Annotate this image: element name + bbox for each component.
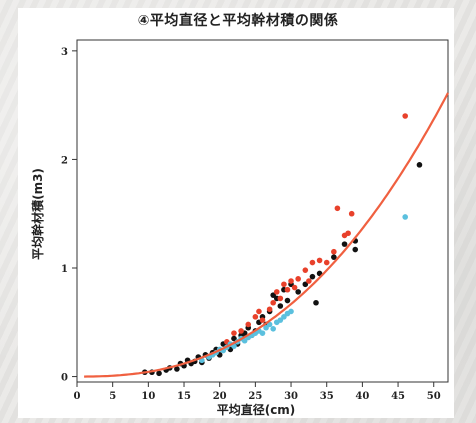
data-point: [316, 257, 323, 264]
data-point: [259, 317, 266, 323]
data-point: [284, 297, 291, 304]
data-point: [416, 162, 423, 168]
x-tick-label: 5: [109, 391, 116, 402]
data-point: [281, 314, 287, 320]
data-point: [277, 317, 284, 323]
x-tick-label: 30: [284, 391, 298, 402]
data-point: [270, 299, 277, 306]
data-point: [331, 254, 337, 260]
data-point: [245, 321, 252, 328]
chart-panel: [18, 8, 454, 418]
data-point: [331, 248, 337, 255]
x-tick-label: 10: [141, 391, 155, 402]
data-point: [238, 328, 244, 334]
data-point: [270, 292, 277, 298]
data-point: [277, 303, 284, 309]
data-point: [273, 289, 280, 295]
data-point: [309, 259, 316, 266]
x-tick-label: 0: [74, 391, 81, 402]
data-point: [334, 205, 341, 212]
y-tick-label: 3: [61, 47, 68, 58]
y-tick-label: 0: [61, 373, 68, 384]
data-point: [348, 210, 355, 217]
x-tick-label: 25: [248, 391, 262, 402]
data-point: [263, 324, 269, 331]
x-tick-label: 45: [391, 391, 405, 402]
y-tick-label: 1: [61, 264, 68, 275]
data-point: [302, 281, 309, 288]
data-point: [252, 314, 259, 320]
x-tick-label: 35: [320, 391, 334, 402]
data-point: [284, 286, 291, 293]
data-point: [309, 273, 316, 280]
data-point: [345, 230, 351, 237]
data-point: [402, 214, 408, 220]
chart-title: ④平均直径と平均幹材積の関係: [137, 13, 339, 29]
data-point: [291, 284, 298, 291]
data-point: [288, 308, 294, 315]
data-point: [174, 366, 180, 372]
x-tick-label: 40: [355, 391, 369, 402]
data-point: [241, 337, 248, 344]
fit-curve: [84, 92, 449, 378]
data-point: [341, 241, 348, 247]
data-point: [313, 299, 319, 306]
x-tick-label: 50: [427, 391, 441, 402]
x-tick-label: 20: [213, 391, 227, 402]
data-point: [231, 335, 237, 342]
data-point: [231, 330, 237, 336]
y-tick-label: 2: [61, 155, 68, 166]
data-point: [288, 278, 294, 284]
data-point: [302, 267, 309, 273]
data-point: [266, 306, 273, 313]
data-point: [402, 113, 408, 119]
plot-frame: [76, 39, 449, 383]
data-point: [323, 259, 330, 266]
data-point: [352, 246, 359, 253]
data-point: [259, 330, 266, 336]
data-point: [281, 281, 287, 288]
x-tick-label: 15: [177, 391, 191, 402]
data-point: [256, 308, 262, 315]
data-point: [277, 295, 284, 302]
data-point: [156, 370, 162, 377]
y-axis-title: 平均幹材積(m3): [30, 168, 45, 260]
x-axis-title: 平均直径(cm): [217, 402, 296, 417]
data-point: [295, 289, 301, 295]
data-point: [295, 276, 301, 282]
data-point: [306, 278, 312, 284]
data-point: [270, 326, 277, 332]
